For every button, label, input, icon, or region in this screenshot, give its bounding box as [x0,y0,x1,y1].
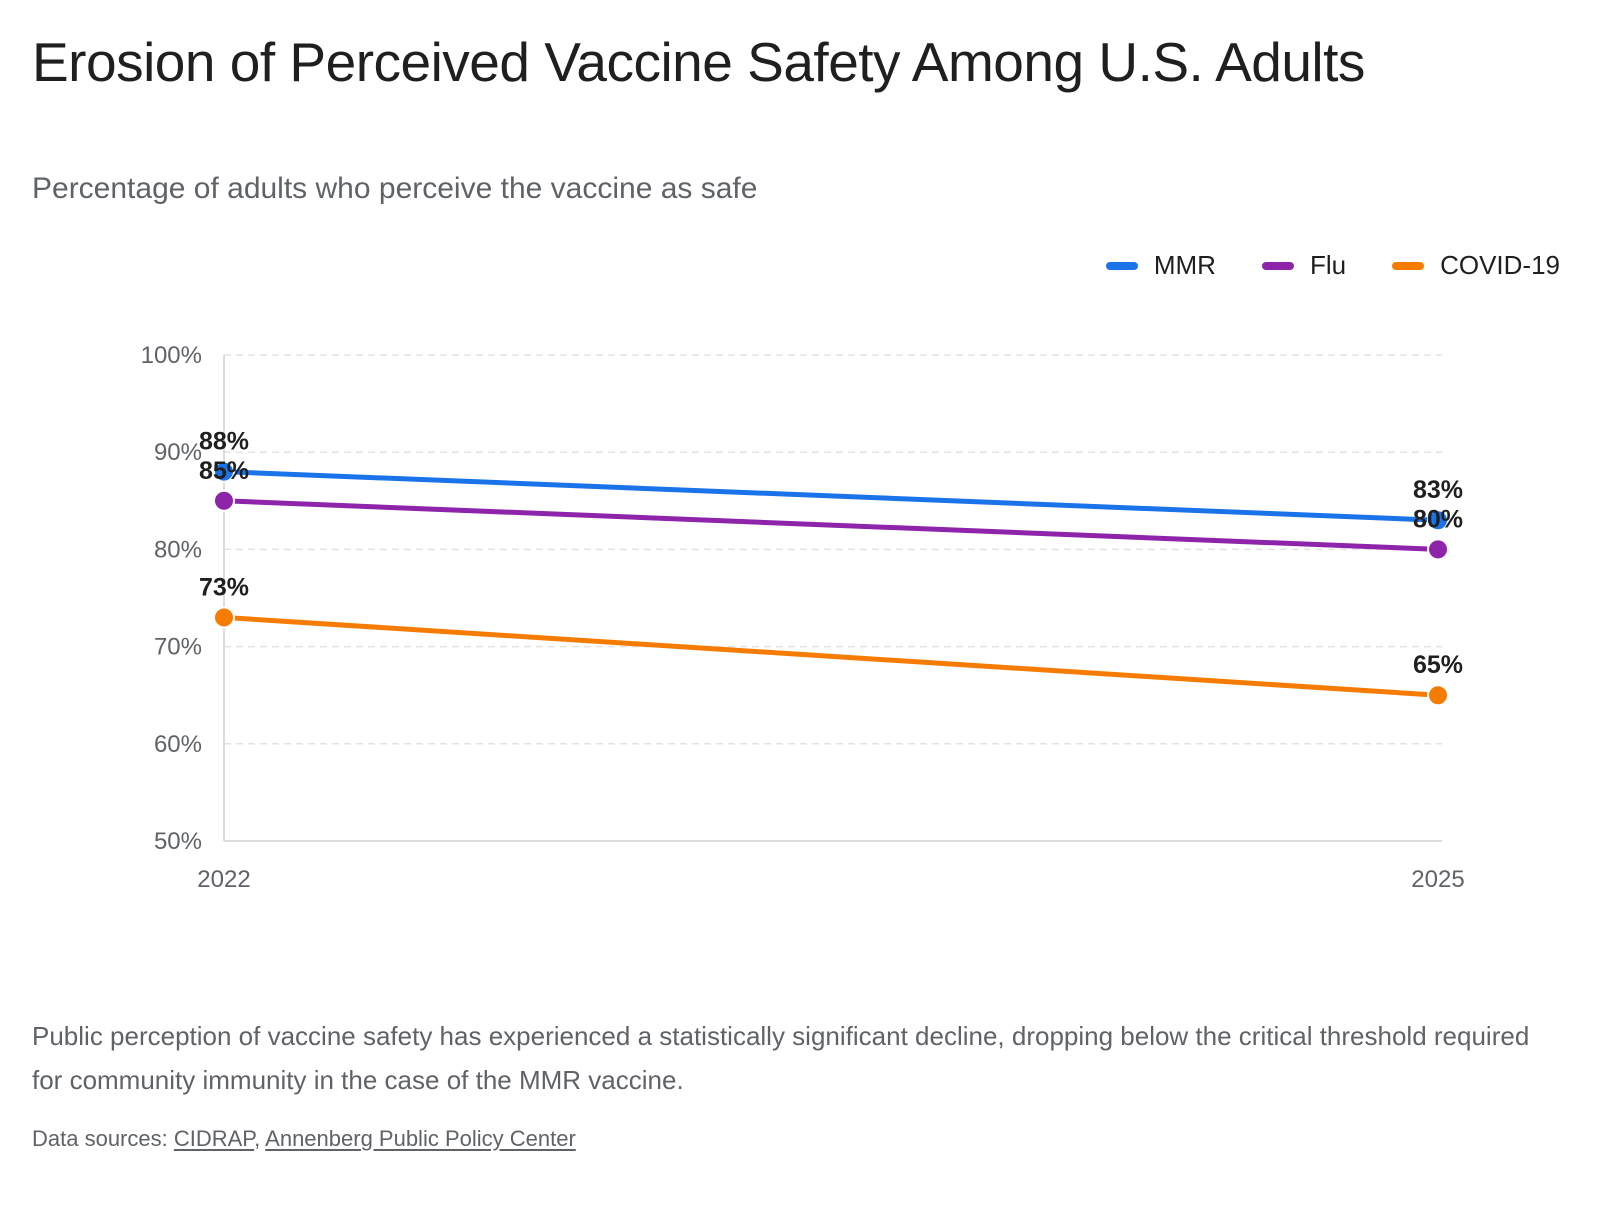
series-line-mmr [221,469,1441,523]
source-link-annenberg[interactable]: Annenberg Public Policy Center [265,1126,576,1151]
data-point-covid-19-2025 [1427,684,1449,707]
legend-label-flu: Flu [1309,250,1347,280]
y-tick-label-70: 70% [154,634,202,661]
chart-description: Public perception of vaccine safety has … [32,1021,1530,1095]
data-point-covid-19-2022 [213,606,235,629]
legend-item-mmr[interactable]: MMR [1105,250,1216,281]
legend-label-covid: COVID-19 [1440,250,1560,280]
y-tick-label-50: 50% [154,828,202,855]
x-tick-label-2022: 2022 [197,866,250,893]
legend-swatch-covid [1392,261,1425,270]
data-point-mmr-2022 [213,460,235,483]
series-line-covid-19 [221,614,1441,698]
data-label-covid-19-2025: 65% [1413,651,1463,679]
data-label-covid-19-2022: 73% [199,573,249,601]
data-label-flu-2025: 80% [1413,505,1463,533]
y-tick-label-80: 80% [154,536,202,563]
chart-title: Erosion of Perceived Vaccine Safety Amon… [32,31,1365,93]
data-label-mmr-2025: 83% [1413,476,1463,504]
legend-item-flu[interactable]: Flu [1261,250,1347,281]
x-tick-label-2025: 2025 [1411,866,1464,893]
line-chart: 50% 60% 70% 80% 90% 100% 2022 2025 88% 83% 85% 80% 7… [141,342,1465,893]
sources-separator: , [254,1126,266,1151]
legend-swatch-mmr [1105,261,1138,270]
y-tick-label-60: 60% [154,731,202,758]
chart-subtitle: Percentage of adults who perceive the va… [32,172,758,205]
data-point-flu-2025 [1427,538,1449,561]
y-tick-label-90: 90% [154,439,202,466]
legend-item-covid[interactable]: COVID-19 [1392,250,1560,281]
legend-label-mmr: MMR [1153,250,1216,280]
data-label-mmr-2022: 88% [199,428,249,456]
source-link-cidrap[interactable]: CIDRAP [173,1126,255,1151]
data-point-mmr-2025 [1427,509,1449,532]
chart-legend: MMR Flu COVID-19 [1060,250,1560,281]
data-label-flu-2022: 85% [199,457,249,485]
data-point-flu-2022 [213,489,235,512]
series-line-flu [221,498,1441,552]
y-tick-label-100: 100% [141,342,202,369]
legend-swatch-flu [1261,261,1294,270]
data-sources: Data sources: CIDRAP, Annenberg Public P… [32,1126,576,1152]
sources-prefix: Data sources: [32,1126,174,1151]
